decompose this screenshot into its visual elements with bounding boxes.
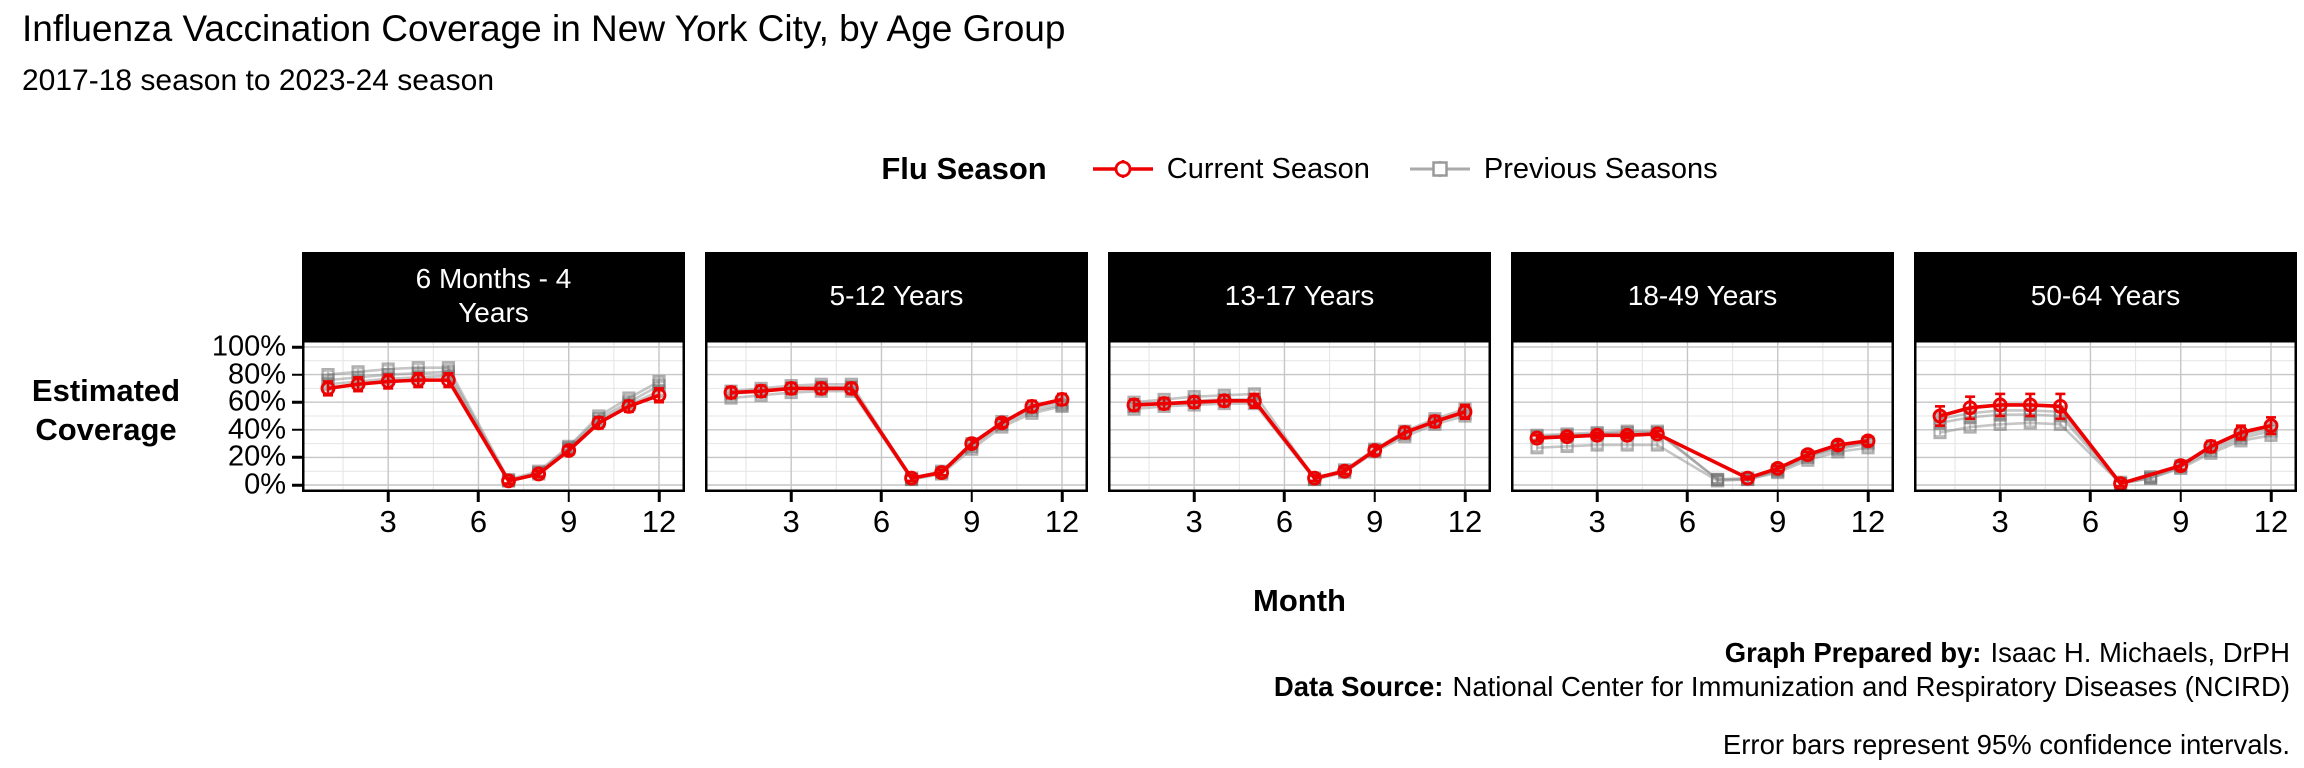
x-axis-ticks: 3 6 9 12 <box>1511 492 1894 548</box>
x-tick-mark <box>789 492 793 502</box>
footer: Graph Prepared by: Isaac H. Michaels, DrP… <box>1274 636 2290 762</box>
x-axis-label: Month <box>1253 583 1346 618</box>
facet-plot <box>302 340 685 492</box>
y-tick-label: 80% <box>227 358 286 391</box>
footer-prepared-by-value: Isaac H. Michaels, DrPH <box>1990 637 2290 668</box>
footer-data-source-label: Data Source: <box>1273 671 1444 703</box>
x-tick-label: 6 <box>1275 504 1294 539</box>
facet-panel: 6 Months - 4 Years <box>302 252 685 548</box>
facet-plot <box>1511 340 1894 492</box>
facet-strip-label: 5-12 Years <box>705 252 1088 340</box>
x-tick-label: 9 <box>1769 504 1787 539</box>
facet-strip-label: 13-17 Years <box>1108 252 1491 340</box>
legend-title: Flu Season <box>881 151 1047 186</box>
x-tick-mark <box>970 492 973 502</box>
x-tick-label: 12 <box>1044 504 1080 539</box>
y-tick-mark <box>292 456 302 459</box>
legend: Flu Season Current Season Previous Seaso… <box>302 146 2297 192</box>
facet-panel: 13-17 Years <box>1108 252 1491 548</box>
x-tick-mark <box>1060 492 1064 502</box>
y-tick-mark <box>292 400 302 404</box>
x-tick-mark <box>1866 492 1870 502</box>
x-tick-label: 9 <box>2172 504 2190 539</box>
x-tick-label: 9 <box>963 504 981 539</box>
x-tick-mark <box>2179 492 2182 502</box>
legend-label-current-season: Current Season <box>1166 152 1370 185</box>
x-tick-label: 3 <box>1588 504 1606 539</box>
facet-panels: 6 Months - 4 Years <box>302 252 2297 548</box>
x-tick-label: 12 <box>1447 504 1483 539</box>
facet-panel: 18-49 Years <box>1511 252 1894 548</box>
x-tick-label: 6 <box>2081 504 2100 539</box>
facet-strip-label: 6 Months - 4 Years <box>302 252 685 340</box>
facet-plot <box>705 340 1088 492</box>
x-tick-mark <box>1192 492 1196 502</box>
x-axis-ticks: 3 6 9 12 <box>302 492 685 548</box>
x-axis-ticks: 3 6 9 12 <box>1914 492 2297 548</box>
x-tick-label: 6 <box>469 504 488 539</box>
y-axis-label: Estimated Coverage <box>31 373 181 447</box>
x-tick-mark <box>567 492 570 502</box>
page-subtitle: 2017-18 season to 2023-24 season <box>22 64 495 97</box>
x-tick-label: 12 <box>641 504 677 539</box>
previous-seasons-key-icon <box>1408 152 1472 186</box>
facet-panel: 5-12 Years <box>705 252 1088 548</box>
x-tick-mark <box>1283 492 1286 502</box>
page-title: Influenza Vaccination Coverage in New Yo… <box>22 8 1066 49</box>
x-tick-mark <box>2269 492 2273 502</box>
x-tick-mark <box>1595 492 1599 502</box>
x-tick-mark <box>477 492 480 502</box>
x-tick-label: 3 <box>1991 504 2009 539</box>
x-tick-mark <box>880 492 883 502</box>
legend-label-previous-seasons: Previous Seasons <box>1483 152 1718 185</box>
x-tick-label: 9 <box>1366 504 1384 539</box>
x-tick-label: 6 <box>1678 504 1697 539</box>
y-tick-label: 0% <box>244 468 286 501</box>
legend-item-current-season: Current Season <box>1091 152 1370 186</box>
x-tick-label: 3 <box>1185 504 1203 539</box>
legend-item-previous-seasons: Previous Seasons <box>1408 152 1718 186</box>
x-axis-ticks: 3 6 9 12 <box>705 492 1088 548</box>
facet-plot <box>1108 340 1491 492</box>
x-tick-mark <box>1373 492 1376 502</box>
x-tick-mark <box>1686 492 1689 502</box>
footer-error-bar-note: Error bars represent 95% confidence inte… <box>1722 729 2290 761</box>
x-tick-label: 9 <box>560 504 578 539</box>
x-tick-label: 3 <box>379 504 397 539</box>
y-axis-ticks: 100% 80% 60% 40% 20% 0% <box>200 331 302 501</box>
x-axis-ticks: 3 6 9 12 <box>1108 492 1491 548</box>
y-tick-mark <box>292 373 302 376</box>
x-tick-mark <box>1776 492 1779 502</box>
x-tick-label: 12 <box>1850 504 1886 539</box>
footer-prepared-by: Graph Prepared by: Isaac H. Michaels, DrP… <box>1274 636 2290 670</box>
x-tick-label: 6 <box>872 504 891 539</box>
y-tick-label: 40% <box>227 413 286 446</box>
facet-strip-label: 18-49 Years <box>1511 252 1894 340</box>
current-season-key-icon <box>1091 152 1155 186</box>
facet-strip-label: 50-64 Years <box>1914 252 2297 340</box>
y-tick-label: 20% <box>227 440 286 473</box>
footer-prepared-by-label: Graph Prepared by: <box>1724 637 1982 668</box>
x-tick-mark <box>2089 492 2092 502</box>
y-tick-mark <box>292 483 302 487</box>
y-tick-mark <box>292 345 302 349</box>
facet-plot <box>1914 340 2297 492</box>
x-tick-mark <box>1463 492 1467 502</box>
x-tick-mark <box>657 492 661 502</box>
y-tick-label: 100% <box>211 330 286 363</box>
x-tick-label: 3 <box>782 504 800 539</box>
x-tick-mark <box>1998 492 2002 502</box>
y-tick-mark <box>292 428 302 432</box>
facet-panel: 50-64 Years <box>1914 252 2297 548</box>
footer-data-source: Data Source: National Center for Immuniza… <box>1274 670 2290 704</box>
y-tick-label: 60% <box>227 385 286 418</box>
x-tick-label: 12 <box>2253 504 2289 539</box>
footer-data-source-value: National Center for Immunization and Res… <box>1452 671 2290 703</box>
x-tick-mark <box>386 492 390 502</box>
